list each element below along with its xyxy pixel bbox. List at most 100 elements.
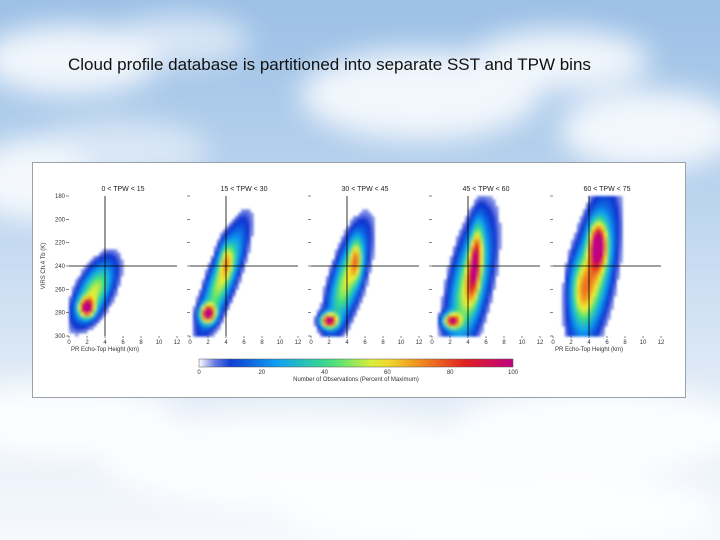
heatmap-cell [586, 272, 590, 277]
heatmap-cell [486, 209, 490, 214]
heatmap-cell [456, 249, 460, 254]
heatmap-cell [232, 249, 236, 254]
heatmap-cell [196, 329, 200, 334]
heatmap-cell [616, 196, 620, 200]
heatmap-cell [365, 276, 369, 280]
heatmap-cell [223, 242, 227, 247]
heatmap-cell [468, 316, 472, 320]
heatmap-cell [589, 306, 593, 310]
heatmap-cell [595, 216, 599, 220]
heatmap-cell [229, 236, 233, 240]
heatmap-cell [341, 256, 345, 260]
heatmap-cell [468, 296, 472, 300]
heatmap-cell [329, 289, 333, 294]
heatmap-cell [211, 282, 215, 287]
heatmap-cell [589, 296, 593, 300]
heatmap-cell [229, 259, 233, 264]
heatmap-cell [574, 309, 578, 314]
heatmap-cell [583, 306, 587, 310]
heatmap-cell [462, 296, 466, 300]
heatmap-cell [211, 256, 215, 260]
x-tick-label: 2 [327, 340, 331, 346]
heatmap-cell [486, 272, 490, 277]
heatmap-cell [450, 269, 454, 274]
heatmap-cell [592, 296, 596, 300]
heatmap-cell [462, 329, 466, 334]
heatmap-cell [468, 236, 472, 240]
heatmap-cell [87, 286, 91, 290]
heatmap-cell [120, 259, 124, 264]
heatmap-cell [87, 306, 91, 310]
heatmap-cell [90, 316, 94, 320]
heatmap-cell [471, 329, 475, 334]
heatmap-cell [96, 319, 100, 324]
heatmap-cell [356, 276, 360, 280]
heatmap-cell [495, 232, 499, 237]
heatmap-cell [580, 279, 584, 284]
heatmap-cell [332, 312, 336, 317]
heatmap-cell [465, 319, 469, 324]
heatmap-cell [586, 282, 590, 287]
heatmap-cell [114, 252, 118, 257]
heatmap-cell [453, 279, 457, 284]
heatmap-cell [193, 306, 197, 310]
heatmap-cell [326, 296, 330, 300]
heatmap-cell [350, 302, 354, 307]
heatmap-cell [344, 302, 348, 307]
heatmap-cell [462, 229, 466, 234]
heatmap-cell [474, 329, 478, 334]
heatmap-cell [208, 309, 212, 314]
heatmap-cell [359, 276, 363, 280]
heatmap-cell [232, 236, 236, 240]
heatmap-cell [583, 209, 587, 214]
heatmap-cell [577, 239, 581, 244]
heatmap-cell [562, 306, 566, 310]
heatmap-cell [483, 209, 487, 214]
heatmap-cell [586, 239, 590, 244]
heatmap-cell [199, 302, 203, 307]
heatmap-cell [335, 276, 339, 280]
heatmap-cell [474, 299, 478, 304]
heatmap-cell [87, 269, 91, 274]
heatmap-cell [580, 272, 584, 277]
heatmap-cell [459, 289, 463, 294]
heatmap-cell [117, 279, 121, 284]
heatmap-cell [223, 306, 227, 310]
heatmap-cell [90, 296, 94, 300]
heatmap-cell [613, 196, 617, 200]
heatmap-cell [205, 332, 209, 337]
heatmap-cell [90, 282, 94, 287]
heatmap-cell [480, 272, 484, 277]
heatmap-cell [323, 299, 327, 304]
heatmap-cell [350, 289, 354, 294]
heatmap-cell [244, 226, 248, 230]
heatmap-cell [604, 276, 608, 280]
heatmap-cell [229, 289, 233, 294]
heatmap-cell [96, 269, 100, 274]
heatmap-cell [483, 299, 487, 304]
heatmap-cell [362, 209, 366, 214]
heatmap-cell [102, 259, 106, 264]
heatmap-cell [483, 216, 487, 220]
heatmap-cell [598, 296, 602, 300]
heatmap-cell [456, 272, 460, 277]
heatmap-cell [87, 326, 91, 330]
heatmap-cell [492, 286, 496, 290]
heatmap-cell [589, 226, 593, 230]
heatmap-cell [247, 246, 251, 250]
heatmap-cell [462, 249, 466, 254]
heatmap-cell [568, 312, 572, 317]
heatmap-cell [93, 292, 97, 297]
heatmap-cell [365, 249, 369, 254]
heatmap-cell [108, 292, 112, 297]
heatmap-cell [571, 282, 575, 287]
heatmap-cell [465, 289, 469, 294]
heatmap-cell [465, 322, 469, 327]
heatmap-cell [619, 229, 623, 234]
heatmap-cell [577, 226, 581, 230]
heatmap-cell [453, 252, 457, 257]
heatmap-cell [217, 309, 221, 314]
heatmap-cell [362, 212, 366, 217]
heatmap-cell [229, 286, 233, 290]
